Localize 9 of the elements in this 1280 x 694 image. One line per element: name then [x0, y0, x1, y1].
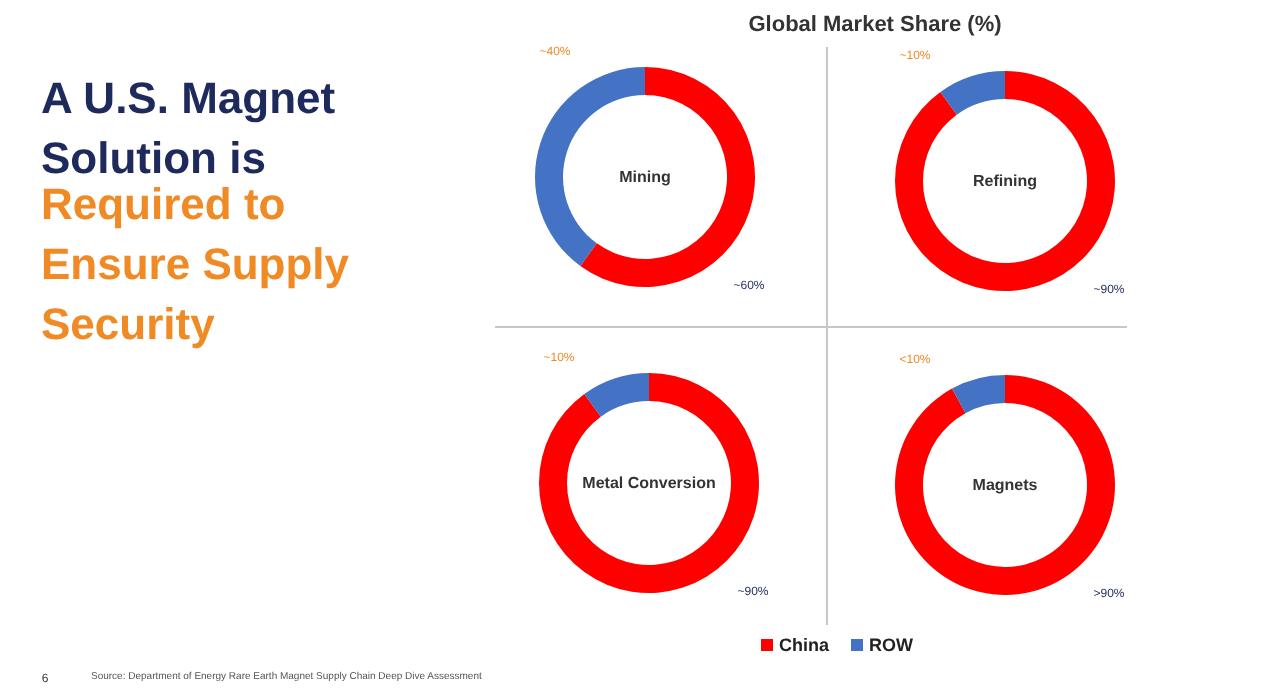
- text: Required to Ensure Supply Security: [41, 178, 351, 349]
- text: Refining: [973, 172, 1038, 190]
- text: Magnets: [972, 476, 1039, 494]
- text: Mining: [619, 168, 671, 186]
- legend-label: ROW: [869, 635, 914, 655]
- legend-label: China: [779, 635, 831, 655]
- text: Global Market Share (%): [748, 13, 1003, 37]
- text: A U.S. Magnet Solution is: [41, 73, 337, 183]
- text: Metal Conversion: [582, 474, 716, 492]
